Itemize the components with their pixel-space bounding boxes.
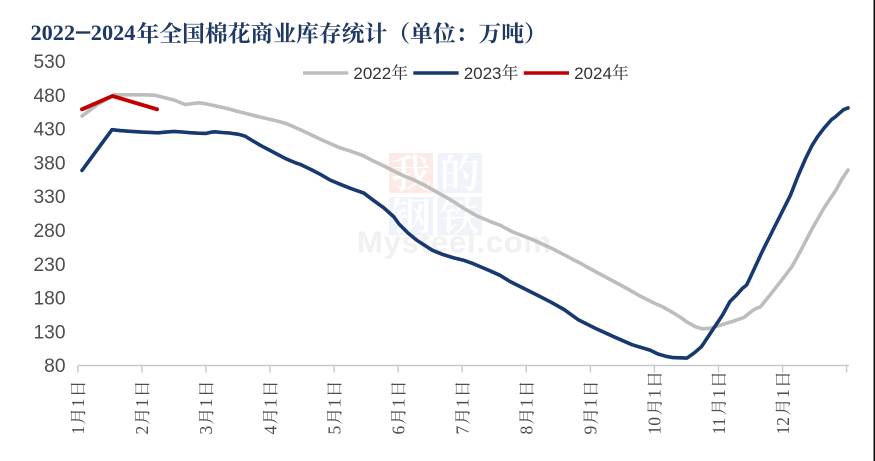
svg-text:430: 430 <box>33 120 65 141</box>
svg-text:1: 1 <box>773 389 793 398</box>
svg-text:1: 1 <box>196 398 216 407</box>
svg-text:1: 1 <box>324 398 344 407</box>
svg-text:Mysteel.com: Mysteel.com <box>357 225 552 260</box>
svg-text:8: 8 <box>517 426 537 435</box>
svg-text:1: 1 <box>132 398 152 407</box>
svg-text:2024: 2024 <box>91 20 136 45</box>
svg-text:1: 1 <box>68 426 88 435</box>
svg-text:6: 6 <box>388 426 408 435</box>
svg-text:2022: 2022 <box>353 64 391 83</box>
svg-text:1: 1 <box>645 389 665 398</box>
svg-text:280: 280 <box>33 221 65 242</box>
svg-text:480: 480 <box>33 86 65 107</box>
svg-text:9: 9 <box>581 426 601 435</box>
svg-text:2022: 2022 <box>31 20 76 45</box>
svg-text:380: 380 <box>33 154 65 175</box>
svg-text:4: 4 <box>260 426 280 435</box>
svg-text:3: 3 <box>196 426 216 435</box>
svg-text:7: 7 <box>453 426 473 435</box>
svg-text:80: 80 <box>44 356 65 377</box>
svg-text:11: 11 <box>709 418 729 435</box>
svg-text:1: 1 <box>517 398 537 407</box>
svg-text:2023: 2023 <box>464 64 502 83</box>
svg-text:180: 180 <box>33 289 65 310</box>
svg-text:1: 1 <box>453 398 473 407</box>
svg-text:1: 1 <box>260 398 280 407</box>
svg-text:12: 12 <box>773 417 793 435</box>
svg-text:2024: 2024 <box>574 64 612 83</box>
svg-text:330: 330 <box>33 187 65 208</box>
svg-text:1: 1 <box>709 389 729 398</box>
svg-text:5: 5 <box>324 426 344 435</box>
svg-text:2: 2 <box>132 426 152 435</box>
svg-text:530: 530 <box>33 52 65 73</box>
svg-text:10: 10 <box>645 417 665 435</box>
svg-text:130: 130 <box>33 322 65 343</box>
svg-text:230: 230 <box>33 255 65 276</box>
svg-text:1: 1 <box>68 398 88 407</box>
svg-text:1: 1 <box>581 398 601 407</box>
svg-text:1: 1 <box>388 398 408 407</box>
